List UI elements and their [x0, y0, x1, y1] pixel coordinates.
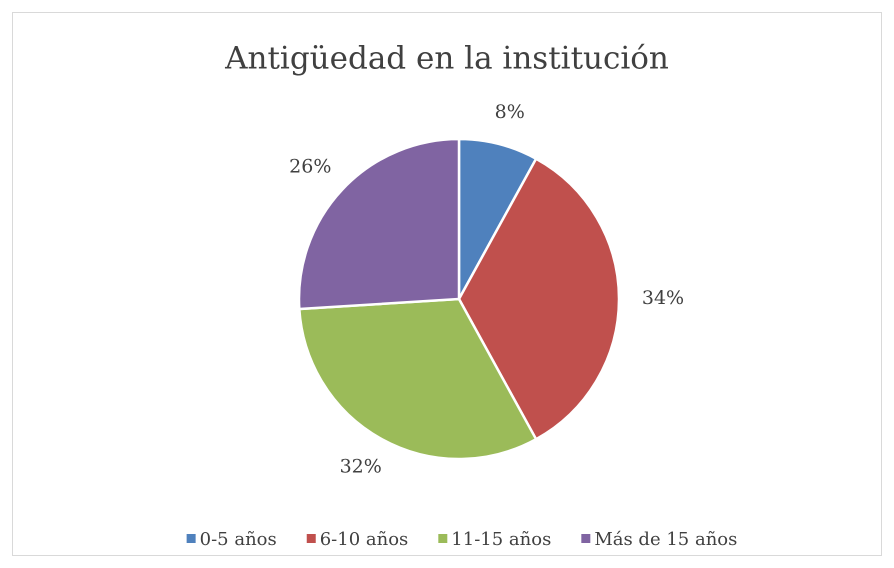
legend-label: 0-5 años — [200, 529, 277, 550]
chart-title: Antigüedad en la institución — [224, 41, 669, 77]
data-label: 26% — [289, 156, 331, 178]
legend-label: Más de 15 años — [594, 529, 737, 550]
legend-swatch — [186, 534, 196, 543]
pie-slice — [457, 157, 621, 441]
legend-swatch — [581, 534, 591, 543]
pie-slice — [297, 137, 461, 311]
data-label: 8% — [495, 101, 525, 123]
legend-swatch — [306, 534, 316, 543]
pie-slice — [297, 297, 538, 461]
data-label: 34% — [642, 287, 684, 309]
legend-label: 6-10 años — [320, 529, 409, 550]
legend-label: 11-15 años — [451, 529, 551, 550]
legend-swatch — [438, 534, 448, 543]
data-label: 32% — [340, 455, 382, 477]
